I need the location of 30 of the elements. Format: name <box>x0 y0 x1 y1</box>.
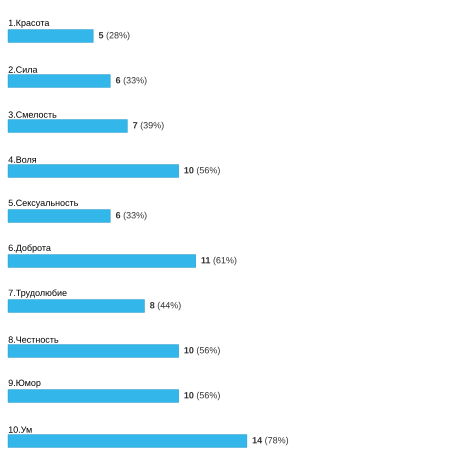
y-tick-label: 1.Красота <box>8 20 50 28</box>
y-tick-label: 4.Воля <box>8 156 36 163</box>
y-tick-label: 8.Честность <box>8 336 58 343</box>
y-tick-label: 3.Смелость <box>8 111 56 118</box>
bar <box>8 209 111 223</box>
bar <box>8 254 196 268</box>
data-label: 5 (28%) <box>98 32 130 40</box>
data-label: 10 (56%) <box>184 392 220 400</box>
data-label: 6 (33%) <box>116 212 147 220</box>
y-tick-label: 6.Доброта <box>8 244 51 253</box>
bar <box>8 164 179 178</box>
y-tick-label: 9.Юмор <box>8 380 41 388</box>
bar <box>8 29 94 43</box>
y-tick-label: 2.Сила <box>8 66 38 73</box>
bar <box>8 389 179 403</box>
data-label: 8 (44%) <box>150 302 181 310</box>
data-label: 10 (56%) <box>184 166 220 176</box>
bar <box>8 299 145 313</box>
bar <box>8 434 248 448</box>
bar <box>8 119 128 133</box>
y-tick-label: 10.Ум <box>8 426 32 433</box>
y-tick-label: 5.Сексуальность <box>8 200 78 208</box>
data-label: 14 (78%) <box>252 436 288 446</box>
bar <box>8 74 111 88</box>
data-label: 11 (61%) <box>201 256 236 266</box>
data-label: 7 (39%) <box>133 122 164 130</box>
y-tick-label: 7.Трудолюбие <box>8 289 67 298</box>
data-label: 6 (33%) <box>116 76 147 86</box>
data-label: 10 (56%) <box>184 346 220 356</box>
bar <box>8 344 179 358</box>
